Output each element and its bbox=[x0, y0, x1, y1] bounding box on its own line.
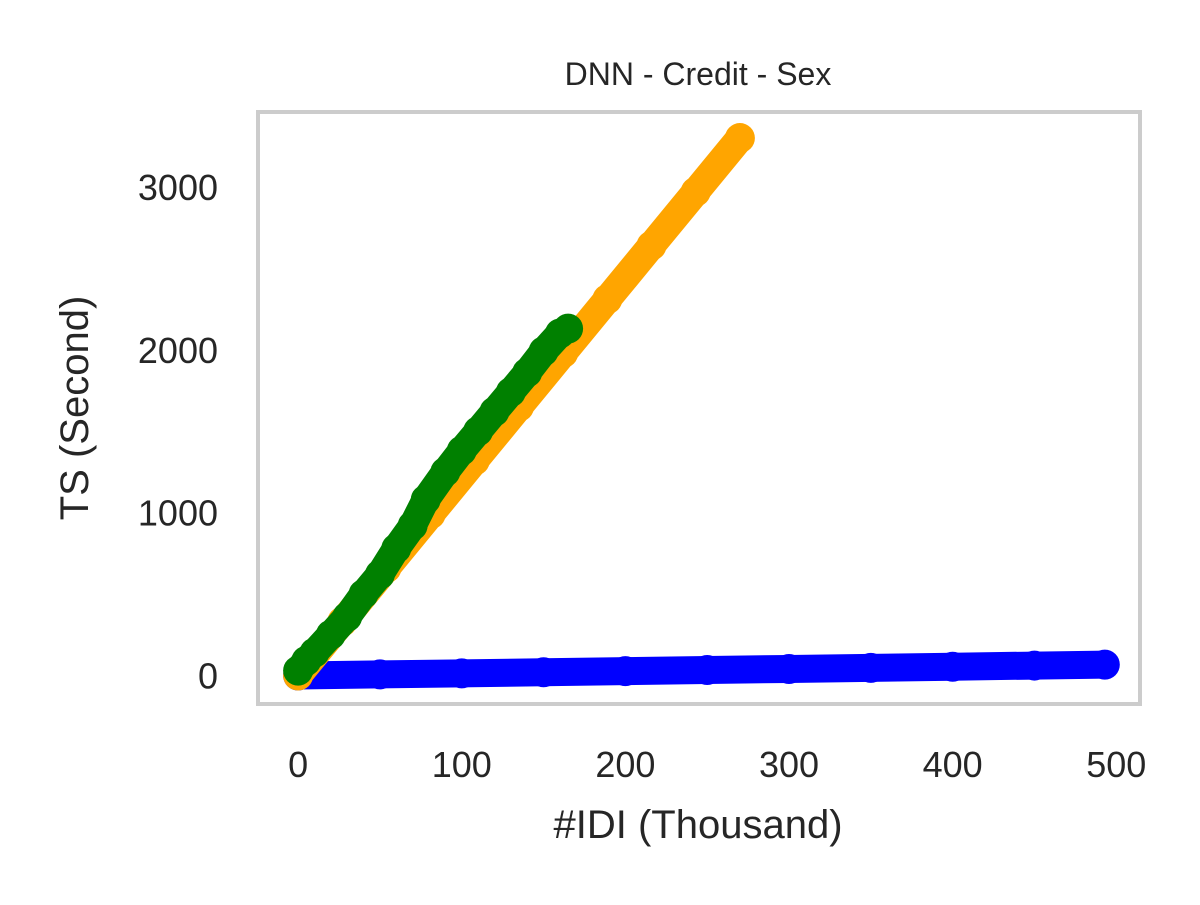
data-point bbox=[364, 559, 395, 590]
data-point bbox=[512, 357, 543, 388]
data-point bbox=[364, 659, 395, 690]
plot-area bbox=[256, 110, 1142, 706]
series-layer bbox=[283, 123, 1120, 691]
x-tick-label: 500 bbox=[1086, 744, 1146, 785]
x-tick-labels: 0 100 200 300 400 500 bbox=[288, 744, 1146, 785]
data-point bbox=[1089, 649, 1120, 680]
y-axis-label: TS (Second) bbox=[53, 296, 97, 521]
y-tick-label: 2000 bbox=[138, 330, 218, 371]
data-point bbox=[692, 654, 723, 685]
data-point bbox=[430, 456, 461, 487]
y-tick-labels: 0 1000 2000 3000 bbox=[138, 167, 218, 697]
series-2 bbox=[283, 313, 584, 686]
data-point bbox=[937, 651, 968, 682]
data-point bbox=[410, 484, 441, 515]
series-0 bbox=[283, 649, 1120, 691]
data-point bbox=[332, 601, 363, 632]
data-point bbox=[636, 230, 667, 261]
x-tick-label: 0 bbox=[288, 744, 308, 785]
x-tick-label: 200 bbox=[595, 744, 655, 785]
x-tick-label: 400 bbox=[923, 744, 983, 785]
y-tick-label: 0 bbox=[198, 655, 218, 696]
data-point bbox=[553, 313, 584, 344]
data-point bbox=[680, 176, 711, 207]
y-tick-label: 1000 bbox=[138, 493, 218, 534]
data-point bbox=[592, 284, 623, 315]
data-point bbox=[774, 653, 804, 684]
data-point bbox=[1019, 650, 1050, 681]
chart-title: DNN - Credit - Sex bbox=[565, 56, 832, 92]
y-tick-label: 3000 bbox=[138, 167, 218, 208]
x-tick-label: 300 bbox=[759, 744, 819, 785]
x-axis-label: #IDI (Thousand) bbox=[553, 803, 842, 847]
data-point bbox=[528, 657, 559, 688]
x-tick-label: 100 bbox=[432, 744, 492, 785]
data-point bbox=[397, 510, 428, 541]
data-point bbox=[724, 123, 755, 154]
data-point bbox=[610, 656, 641, 687]
data-point bbox=[446, 658, 477, 689]
data-point bbox=[855, 652, 886, 683]
data-point bbox=[381, 533, 412, 564]
